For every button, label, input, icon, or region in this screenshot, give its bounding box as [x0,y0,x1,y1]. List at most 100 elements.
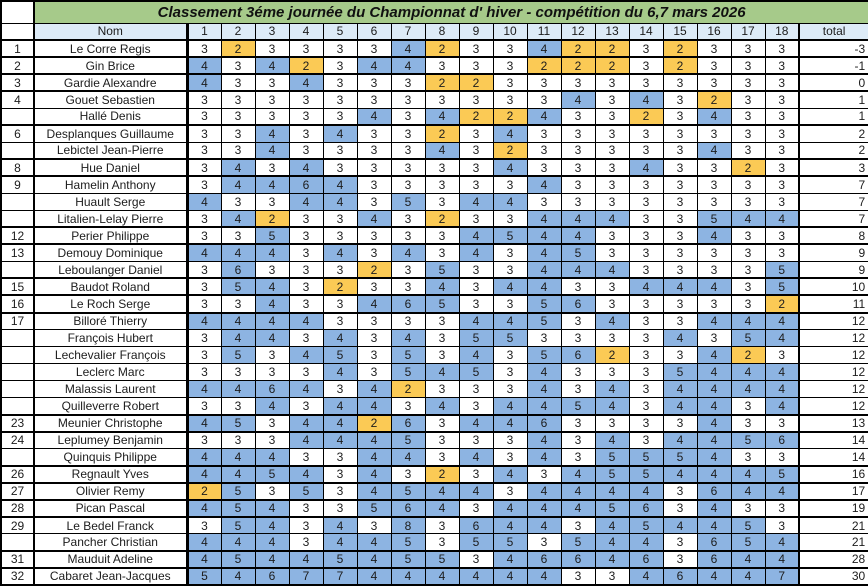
score-cell-hole-9[interactable]: 5 [458,533,494,552]
score-cell-hole-14[interactable]: 3 [628,431,664,450]
score-cell-hole-8[interactable]: 4 [424,499,460,518]
column-header-hole-3[interactable]: 3 [254,22,290,41]
score-cell-hole-2[interactable]: 3 [220,431,256,450]
score-cell-hole-15[interactable]: 3 [662,243,698,262]
score-cell-hole-6[interactable]: 3 [356,124,392,143]
score-cell-hole-14[interactable]: 6 [628,550,664,569]
score-cell-hole-18[interactable]: 5 [764,260,800,280]
score-cell-hole-7[interactable]: 6 [390,414,426,433]
score-cell-hole-3[interactable]: 3 [254,39,290,59]
score-cell-hole-14[interactable]: 3 [628,380,664,399]
score-cell-hole-10[interactable]: 3 [492,260,528,280]
player-name-cell[interactable]: Lebictel Jean-Pierre [33,141,189,161]
score-cell-hole-14[interactable]: 3 [628,226,664,246]
score-cell-hole-18[interactable]: 3 [764,141,800,161]
score-cell-hole-2[interactable]: 5 [220,516,256,535]
score-cell-hole-12[interactable]: 5 [560,533,596,552]
score-cell-hole-1[interactable]: 4 [186,311,222,331]
score-cell-hole-17[interactable]: 4 [730,567,766,586]
rank-cell[interactable]: 2 [0,56,35,76]
score-cell-hole-4[interactable]: 3 [288,329,324,348]
score-cell-hole-18[interactable]: 3 [764,90,800,109]
score-cell-hole-2[interactable]: 3 [220,124,256,143]
score-cell-hole-2[interactable]: 4 [220,329,256,348]
player-name-cell[interactable]: Lechevalier François [33,346,189,365]
score-cell-hole-4[interactable]: 3 [288,39,324,59]
score-cell-hole-14[interactable]: 4 [628,277,664,297]
score-cell-hole-10[interactable]: 4 [492,465,528,484]
rank-cell[interactable]: 29 [0,516,35,535]
score-cell-hole-13[interactable]: 4 [594,311,630,331]
score-cell-hole-6[interactable]: 4 [356,56,392,76]
score-cell-hole-13[interactable]: 3 [594,107,630,127]
column-header-hole-1[interactable]: 1 [186,22,222,41]
score-cell-hole-4[interactable]: 4 [288,158,324,178]
player-name-cell[interactable]: Olivier Remy [33,482,189,501]
score-cell-hole-3[interactable]: 4 [254,448,290,467]
score-cell-hole-9[interactable]: 3 [458,141,494,161]
table-title[interactable]: Classement 3éme journée du Championnat d… [33,0,868,24]
score-cell-hole-15[interactable]: 3 [662,260,698,280]
score-cell-hole-14[interactable]: 3 [628,329,664,348]
score-cell-hole-13[interactable]: 4 [594,209,630,229]
score-cell-hole-10[interactable]: 4 [492,277,528,297]
score-cell-hole-5[interactable]: 3 [322,107,358,127]
column-header-hole-18[interactable]: 18 [764,22,800,41]
score-cell-hole-11[interactable]: 3 [526,329,562,348]
score-cell-hole-3[interactable]: 5 [254,226,290,246]
total-cell[interactable]: 2 [797,141,868,161]
score-cell-hole-6[interactable]: 3 [356,158,392,178]
score-cell-hole-4[interactable]: 4 [288,73,324,93]
score-cell-hole-14[interactable]: 3 [628,346,664,365]
score-cell-hole-1[interactable]: 4 [186,465,222,484]
score-cell-hole-9[interactable]: 3 [458,175,494,194]
score-cell-hole-13[interactable]: 3 [594,158,630,178]
total-cell[interactable]: 14 [797,448,868,467]
score-cell-hole-1[interactable]: 3 [186,107,222,127]
score-cell-hole-3[interactable]: 3 [254,192,290,211]
score-cell-hole-13[interactable]: 5 [594,499,630,518]
column-header-hole-8[interactable]: 8 [424,22,460,41]
score-cell-hole-9[interactable]: 4 [458,482,494,501]
score-cell-hole-17[interactable]: 4 [730,209,766,229]
score-cell-hole-8[interactable]: 4 [424,141,460,161]
score-cell-hole-18[interactable]: 3 [764,346,800,365]
score-cell-hole-12[interactable]: 3 [560,516,596,535]
score-cell-hole-16[interactable]: 4 [696,397,732,416]
score-cell-hole-8[interactable]: 4 [424,363,460,382]
score-cell-hole-14[interactable]: 3 [628,124,664,143]
score-cell-hole-18[interactable]: 4 [764,329,800,348]
score-cell-hole-8[interactable]: 4 [424,397,460,416]
score-cell-hole-13[interactable]: 3 [594,175,630,194]
player-name-cell[interactable]: Desplanques Guillaume [33,124,189,143]
score-cell-hole-9[interactable]: 3 [458,260,494,280]
score-cell-hole-13[interactable]: 3 [594,363,630,382]
score-cell-hole-10[interactable]: 4 [492,158,528,178]
score-cell-hole-17[interactable]: 5 [730,516,766,535]
score-cell-hole-16[interactable]: 3 [696,158,732,178]
player-name-cell[interactable]: Malassis Laurent [33,380,189,399]
rank-cell[interactable]: 31 [0,550,35,569]
score-cell-hole-2[interactable]: 3 [220,226,256,246]
score-cell-hole-10[interactable]: 3 [492,175,528,194]
rank-cell[interactable] [0,260,35,280]
score-cell-hole-4[interactable]: 3 [288,397,324,416]
score-cell-hole-16[interactable]: 3 [696,56,732,76]
score-cell-hole-17[interactable]: 3 [730,397,766,416]
score-cell-hole-17[interactable]: 3 [730,39,766,59]
score-cell-hole-16[interactable]: 3 [696,39,732,59]
score-cell-hole-12[interactable]: 4 [560,465,596,484]
score-cell-hole-10[interactable]: 5 [492,533,528,552]
player-name-cell[interactable]: Meunier Christophe [33,414,189,433]
score-cell-hole-1[interactable]: 4 [186,192,222,211]
score-cell-hole-8[interactable]: 2 [424,124,460,143]
rank-cell[interactable]: 16 [0,294,35,314]
score-cell-hole-13[interactable]: 4 [594,533,630,552]
rank-cell[interactable]: 4 [0,90,35,109]
score-cell-hole-4[interactable]: 3 [288,448,324,467]
score-cell-hole-18[interactable]: 3 [764,448,800,467]
score-cell-hole-10[interactable]: 4 [492,311,528,331]
score-cell-hole-1[interactable]: 2 [186,482,222,501]
score-cell-hole-5[interactable]: 3 [322,90,358,109]
score-cell-hole-5[interactable]: 4 [322,431,358,450]
